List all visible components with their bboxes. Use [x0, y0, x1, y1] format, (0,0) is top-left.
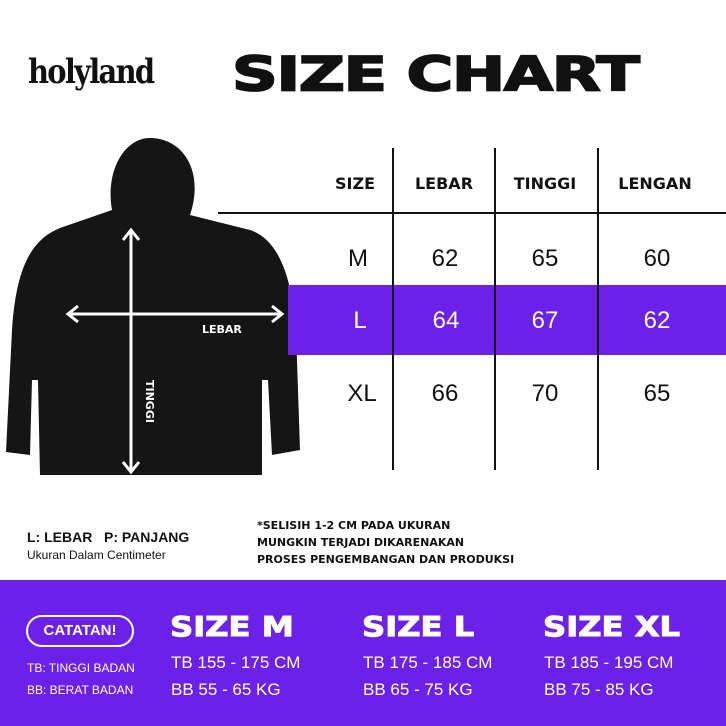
- disclaimer-line: MUNGKIN TERJADI DIKARENAKAN: [257, 536, 465, 549]
- size-m-tb: TB 155 - 175 CM: [171, 653, 301, 672]
- highlight-row-band: [288, 285, 726, 355]
- cell-tinggi: 70: [531, 380, 559, 407]
- cell-lebar: 66: [431, 380, 459, 407]
- size-xl-tb: TB 185 - 195 CM: [544, 653, 674, 672]
- header-lebar: LEBAR: [414, 174, 474, 193]
- size-l-bb: BB 65 - 75 KG: [363, 680, 473, 699]
- cell-size: XL: [347, 380, 377, 407]
- column-divider: [392, 148, 394, 470]
- header-lengan: LENGAN: [618, 174, 692, 193]
- page-title: SIZE CHART: [231, 47, 641, 103]
- cell-lengan: 62: [643, 307, 671, 334]
- column-divider: [494, 148, 496, 470]
- cell-lengan: 65: [643, 380, 671, 407]
- cell-tinggi: 65: [531, 245, 559, 272]
- disclaimer-line: *SELISIH 1-2 CM PADA UKURAN: [257, 519, 451, 532]
- cell-tinggi: 67: [531, 307, 559, 334]
- brand-logo: holyland: [28, 52, 155, 92]
- note-tb: TB: TINGGI BADAN: [27, 661, 135, 675]
- size-m-title: SIZE M: [169, 610, 294, 644]
- size-xl-bb: BB 75 - 85 KG: [544, 680, 654, 699]
- catatan-badge: CATATAN!: [26, 615, 134, 647]
- cell-size: M: [348, 245, 368, 272]
- cell-lebar: 64: [432, 307, 460, 334]
- note-bb: BB: BERAT BADAN: [27, 683, 134, 697]
- header-divider: [218, 212, 726, 214]
- legend-abbrev: L: LEBAR P: PANJANG: [27, 529, 190, 545]
- cell-lengan: 60: [643, 245, 671, 272]
- header-size: SIZE: [334, 174, 375, 193]
- cell-size: L: [353, 307, 367, 334]
- size-m-bb: BB 55 - 65 KG: [171, 680, 281, 699]
- size-guide-panel: CATATAN! TB: TINGGI BADAN BB: BERAT BADA…: [0, 580, 726, 726]
- size-l-title: SIZE L: [361, 610, 475, 644]
- cell-lebar: 62: [431, 245, 459, 272]
- legend-unit: Ukuran Dalam Centimeter: [27, 548, 166, 562]
- column-divider: [597, 148, 599, 470]
- disclaimer-line: PROSES PENGEMBANGAN DAN PRODUKSI: [257, 553, 515, 566]
- hoodie-diagram: LEBAR TINGGI: [6, 138, 300, 475]
- lebar-label: LEBAR: [202, 323, 242, 336]
- size-l-tb: TB 175 - 185 CM: [363, 653, 493, 672]
- size-xl-title: SIZE XL: [542, 610, 681, 644]
- header-tinggi: TINGGI: [513, 174, 577, 193]
- tinggi-label: TINGGI: [143, 380, 156, 423]
- measure-arrows: [65, 227, 285, 475]
- hoodie-image: [6, 138, 300, 475]
- disclaimer: *SELISIH 1-2 CM PADA UKURAN MUNGKIN TERJ…: [257, 517, 514, 568]
